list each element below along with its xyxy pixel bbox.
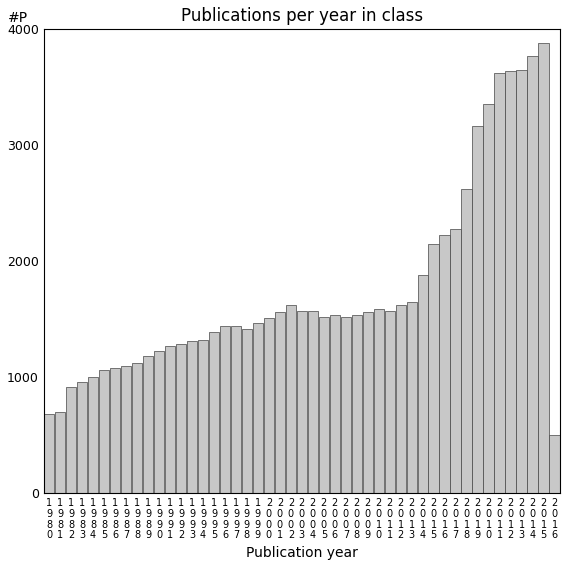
- Bar: [308, 311, 318, 493]
- Bar: [66, 387, 77, 493]
- Bar: [417, 275, 428, 493]
- Bar: [110, 368, 120, 493]
- Bar: [396, 306, 406, 493]
- Bar: [319, 317, 329, 493]
- Bar: [88, 377, 98, 493]
- Bar: [462, 189, 472, 493]
- Bar: [494, 73, 505, 493]
- Bar: [517, 70, 527, 493]
- Bar: [329, 315, 340, 493]
- X-axis label: Publication year: Publication year: [246, 546, 358, 560]
- Bar: [450, 229, 461, 493]
- Bar: [384, 311, 395, 493]
- Bar: [187, 341, 197, 493]
- Bar: [549, 435, 560, 493]
- Bar: [286, 306, 296, 493]
- Bar: [297, 311, 307, 493]
- Bar: [341, 317, 351, 493]
- Bar: [374, 309, 384, 493]
- Bar: [352, 315, 362, 493]
- Bar: [55, 412, 65, 493]
- Bar: [253, 323, 263, 493]
- Bar: [527, 56, 538, 493]
- Bar: [538, 43, 549, 493]
- Bar: [220, 326, 230, 493]
- Bar: [154, 350, 164, 493]
- Bar: [472, 125, 483, 493]
- Bar: [44, 414, 54, 493]
- Bar: [209, 332, 219, 493]
- Bar: [99, 370, 109, 493]
- Bar: [143, 357, 153, 493]
- Bar: [165, 346, 175, 493]
- Bar: [176, 344, 186, 493]
- Title: Publications per year in class: Publications per year in class: [181, 7, 423, 25]
- Bar: [484, 104, 494, 493]
- Y-axis label: #P: #P: [8, 11, 28, 24]
- Bar: [132, 363, 142, 493]
- Bar: [407, 302, 417, 493]
- Bar: [429, 244, 439, 493]
- Bar: [121, 366, 132, 493]
- Bar: [439, 235, 450, 493]
- Bar: [362, 312, 373, 493]
- Bar: [274, 312, 285, 493]
- Bar: [198, 340, 208, 493]
- Bar: [242, 328, 252, 493]
- Bar: [505, 71, 516, 493]
- Bar: [264, 318, 274, 493]
- Bar: [231, 326, 241, 493]
- Bar: [77, 382, 87, 493]
